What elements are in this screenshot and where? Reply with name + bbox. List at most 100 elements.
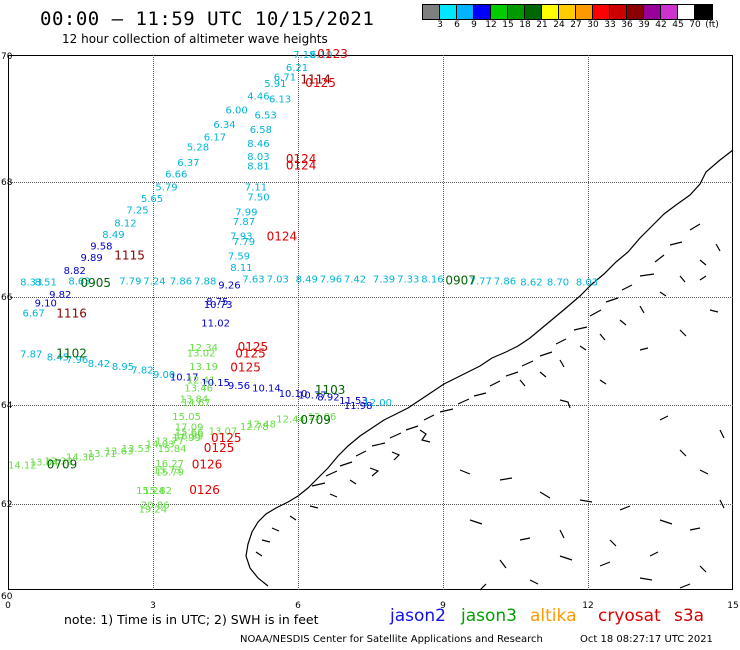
track-time-label: 1114 (300, 73, 331, 87)
wave-height-reading: 17.09 (175, 423, 204, 434)
wave-height-reading: 10.10 (279, 389, 308, 400)
gridline-lon-3 (153, 55, 154, 590)
lat-label-66: 66 (1, 293, 13, 303)
track-time-label: 0124 (286, 152, 317, 166)
colorbar-swatch (423, 5, 440, 19)
wave-height-reading: 8.45 (47, 353, 69, 364)
colorbar-label: 24 (553, 20, 565, 30)
map-frame (8, 55, 733, 590)
track-time-label: 0709 (47, 457, 78, 471)
track-time-label: 0905 (81, 276, 112, 290)
colorbar-swatch (644, 5, 661, 19)
colorbar-label: 70 (689, 20, 701, 30)
wave-height-reading: 7.93 (230, 232, 252, 243)
wave-height-reading: 13.53 (122, 444, 151, 455)
colorbar-label: 15 (502, 20, 514, 30)
legend-s3a: s3a (674, 606, 705, 626)
wave-height-reading: 15.82 (143, 486, 172, 497)
gridline-lat-64 (8, 405, 733, 406)
gridline-lat-66 (8, 297, 733, 298)
wave-height-reading: 12.34 (189, 343, 218, 354)
wave-height-reading: 9.89 (81, 253, 103, 264)
credit-text: NOAA/NESDIS Center for Satellite Applica… (240, 634, 543, 645)
colorbar (422, 4, 713, 20)
colorbar-swatch (627, 5, 644, 19)
wave-height-reading: 6.17 (204, 133, 226, 144)
wave-height-reading: 9.26 (218, 280, 240, 291)
wave-height-reading: 5.79 (155, 183, 177, 194)
colorbar-swatch (661, 5, 678, 19)
wave-height-reading: 7.39 (373, 275, 395, 286)
track-time-label: 0907 (445, 273, 476, 287)
wave-height-reading: 15.66 (175, 428, 204, 439)
legend-jason2: jason2 (390, 606, 446, 626)
wave-height-reading: 7.18 (293, 50, 315, 61)
wave-height-reading: 8.42 (88, 359, 110, 370)
wave-height-reading: 6.10 (310, 50, 332, 61)
wave-height-reading: 6.66 (165, 170, 187, 181)
lon-label-15: 15 (727, 601, 739, 611)
wave-height-reading: 10.73 (204, 300, 233, 311)
colorbar-swatch (525, 5, 542, 19)
wave-height-reading: 13.02 (187, 348, 216, 359)
wave-height-reading: 13.04 (30, 457, 59, 468)
colorbar-label: (ft) (705, 20, 719, 30)
map-subtitle: 12 hour collection of altimeter wave hei… (62, 32, 328, 46)
wave-height-reading: 6.58 (250, 125, 272, 136)
track-time-label: 0124 (267, 230, 298, 244)
track-time-label: 1102 (56, 347, 87, 361)
wave-height-reading: 9.58 (90, 241, 112, 252)
wave-height-reading: 8.82 (64, 266, 86, 277)
wave-height-reading: 7.50 (247, 192, 269, 203)
gridline-lon-12 (588, 55, 589, 590)
wave-height-reading: 6.71 (274, 72, 296, 83)
track-time-label: 0125 (305, 76, 336, 90)
wave-height-reading: 8.46 (247, 139, 269, 150)
colorbar-label: 3 (437, 20, 443, 30)
wave-height-reading: 7.87 (233, 217, 255, 228)
wave-height-reading: 15.84 (158, 444, 187, 455)
wave-height-reading: 9.82 (49, 290, 71, 301)
wave-height-reading: 9.56 (228, 381, 250, 392)
wave-height-reading: 16.27 (155, 459, 184, 470)
colorbar-swatch (457, 5, 474, 19)
wave-height-reading: 7.03 (267, 275, 289, 286)
wave-height-reading: 15.05 (172, 412, 201, 423)
wave-height-reading: 13.07 (209, 427, 238, 438)
wave-height-reading: 7.25 (126, 206, 148, 217)
wave-height-reading: 14.12 (8, 460, 37, 471)
track-time-label: 0125 (230, 361, 261, 375)
gridline-lon-6 (298, 55, 299, 590)
colorbar-swatch (678, 5, 695, 19)
lon-label-0: 0 (5, 601, 11, 611)
lon-label-9: 9 (440, 601, 446, 611)
wave-height-reading: 9.10 (35, 299, 57, 310)
wave-height-reading: 12.44 (276, 414, 305, 425)
wave-height-reading: 11.98 (344, 401, 373, 412)
wave-height-reading: 19.24 (139, 505, 168, 516)
wave-height-reading: 12.00 (363, 398, 392, 409)
wave-height-reading: 8.03 (576, 278, 598, 289)
wave-height-reading: 8.33 (20, 278, 42, 289)
wave-height-reading: 8.95 (112, 362, 134, 373)
wave-height-reading: 7.99 (235, 207, 257, 218)
wave-height-reading: 12.48 (247, 419, 276, 430)
track-time-label: 1115 (114, 249, 145, 263)
wave-height-reading: 10.77 (298, 391, 327, 402)
wave-height-reading: 8.16 (421, 275, 443, 286)
lon-label-6: 6 (295, 601, 301, 611)
observation-layer: 7.186.106.216.715.91 4.46 6.13 6.00 6.53 6.34… (8, 50, 598, 515)
track-time-label: 1103 (315, 383, 346, 397)
wave-height-reading: 6.37 (177, 158, 199, 169)
colorbar-label: 36 (621, 20, 633, 30)
track-time-label: 0709 (300, 413, 331, 427)
wave-height-reading: 10.15 (201, 378, 230, 389)
colorbar-label: 12 (485, 20, 497, 30)
wave-height-reading: 10.14 (252, 384, 281, 395)
colorbar-swatch (474, 5, 491, 19)
wave-height-reading: 8.49 (296, 275, 318, 286)
wave-height-reading: 8.92 (317, 393, 339, 404)
colorbar-label: 9 (471, 20, 477, 30)
gridline-lat-68 (8, 182, 733, 183)
